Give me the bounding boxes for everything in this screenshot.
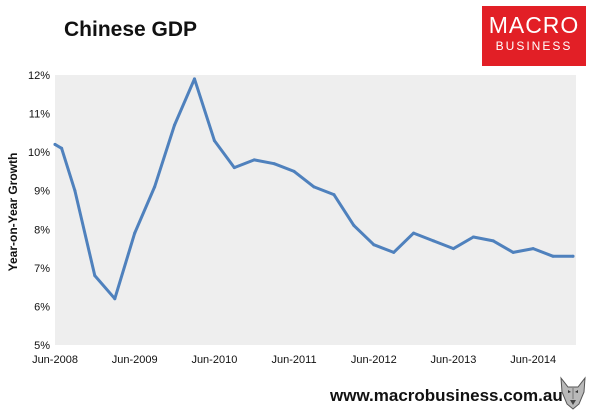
x-tick-label: Jun-2011 xyxy=(272,354,317,366)
x-tick-label: Jun-2014 xyxy=(510,354,556,366)
data-point xyxy=(53,142,57,146)
data-points xyxy=(53,77,575,301)
plot-area xyxy=(55,75,576,345)
y-tick-label: 11% xyxy=(29,109,50,121)
data-point xyxy=(232,166,236,170)
x-tick-label: Jun-2008 xyxy=(32,354,78,366)
y-tick-label: 12% xyxy=(28,70,50,82)
y-tick-label: 6% xyxy=(34,301,50,313)
y-tick-label: 10% xyxy=(28,147,50,159)
data-point xyxy=(451,247,455,251)
data-point xyxy=(252,158,256,162)
wolf-icon xyxy=(560,376,586,410)
website-url[interactable]: www.macrobusiness.com.au xyxy=(330,386,563,405)
data-point xyxy=(352,223,356,227)
x-tick-label: Jun-2012 xyxy=(351,354,397,366)
data-point xyxy=(392,250,396,254)
data-point xyxy=(60,146,64,150)
data-point xyxy=(531,247,535,251)
data-point xyxy=(73,189,77,193)
data-point xyxy=(332,193,336,197)
y-axis-title: Year-on-Year Growth xyxy=(6,152,20,272)
macrobusiness-logo: MACRO BUSINESS xyxy=(482,6,586,66)
data-point xyxy=(212,139,216,143)
data-point xyxy=(312,185,316,189)
x-tick-label: Jun-2010 xyxy=(191,354,237,366)
data-point xyxy=(511,250,515,254)
y-tick-label: 5% xyxy=(34,340,50,352)
data-point xyxy=(272,162,276,166)
gdp-series-line xyxy=(53,77,575,301)
data-point xyxy=(192,77,196,81)
data-point xyxy=(432,239,436,243)
data-point xyxy=(571,254,575,258)
logo-line-2: BUSINESS xyxy=(495,39,573,53)
data-point xyxy=(153,185,157,189)
data-point xyxy=(292,169,296,173)
data-point xyxy=(173,123,177,127)
data-point xyxy=(551,254,555,258)
y-tick-label: 7% xyxy=(34,263,50,275)
data-point xyxy=(372,243,376,247)
x-axis-ticks: Jun-2008 Jun-2009 Jun-2010 Jun-2011 Jun-2012… xyxy=(32,354,556,366)
data-point xyxy=(93,274,97,278)
x-tick-label: Jun-2013 xyxy=(431,354,477,366)
x-tick-label: Jun-2009 xyxy=(112,354,158,366)
logo-line-1: MACRO xyxy=(488,12,580,38)
data-point xyxy=(133,231,137,235)
chart-title: Chinese GDP xyxy=(64,18,198,41)
data-point xyxy=(491,239,495,243)
data-point xyxy=(113,297,117,301)
y-tick-label: 9% xyxy=(34,186,50,198)
data-point xyxy=(471,235,475,239)
y-axis-ticks: 5% 6% 7% 8% 9% 10% 11% 12% xyxy=(28,70,50,352)
y-tick-label: 8% xyxy=(34,224,50,236)
data-point xyxy=(412,231,416,235)
